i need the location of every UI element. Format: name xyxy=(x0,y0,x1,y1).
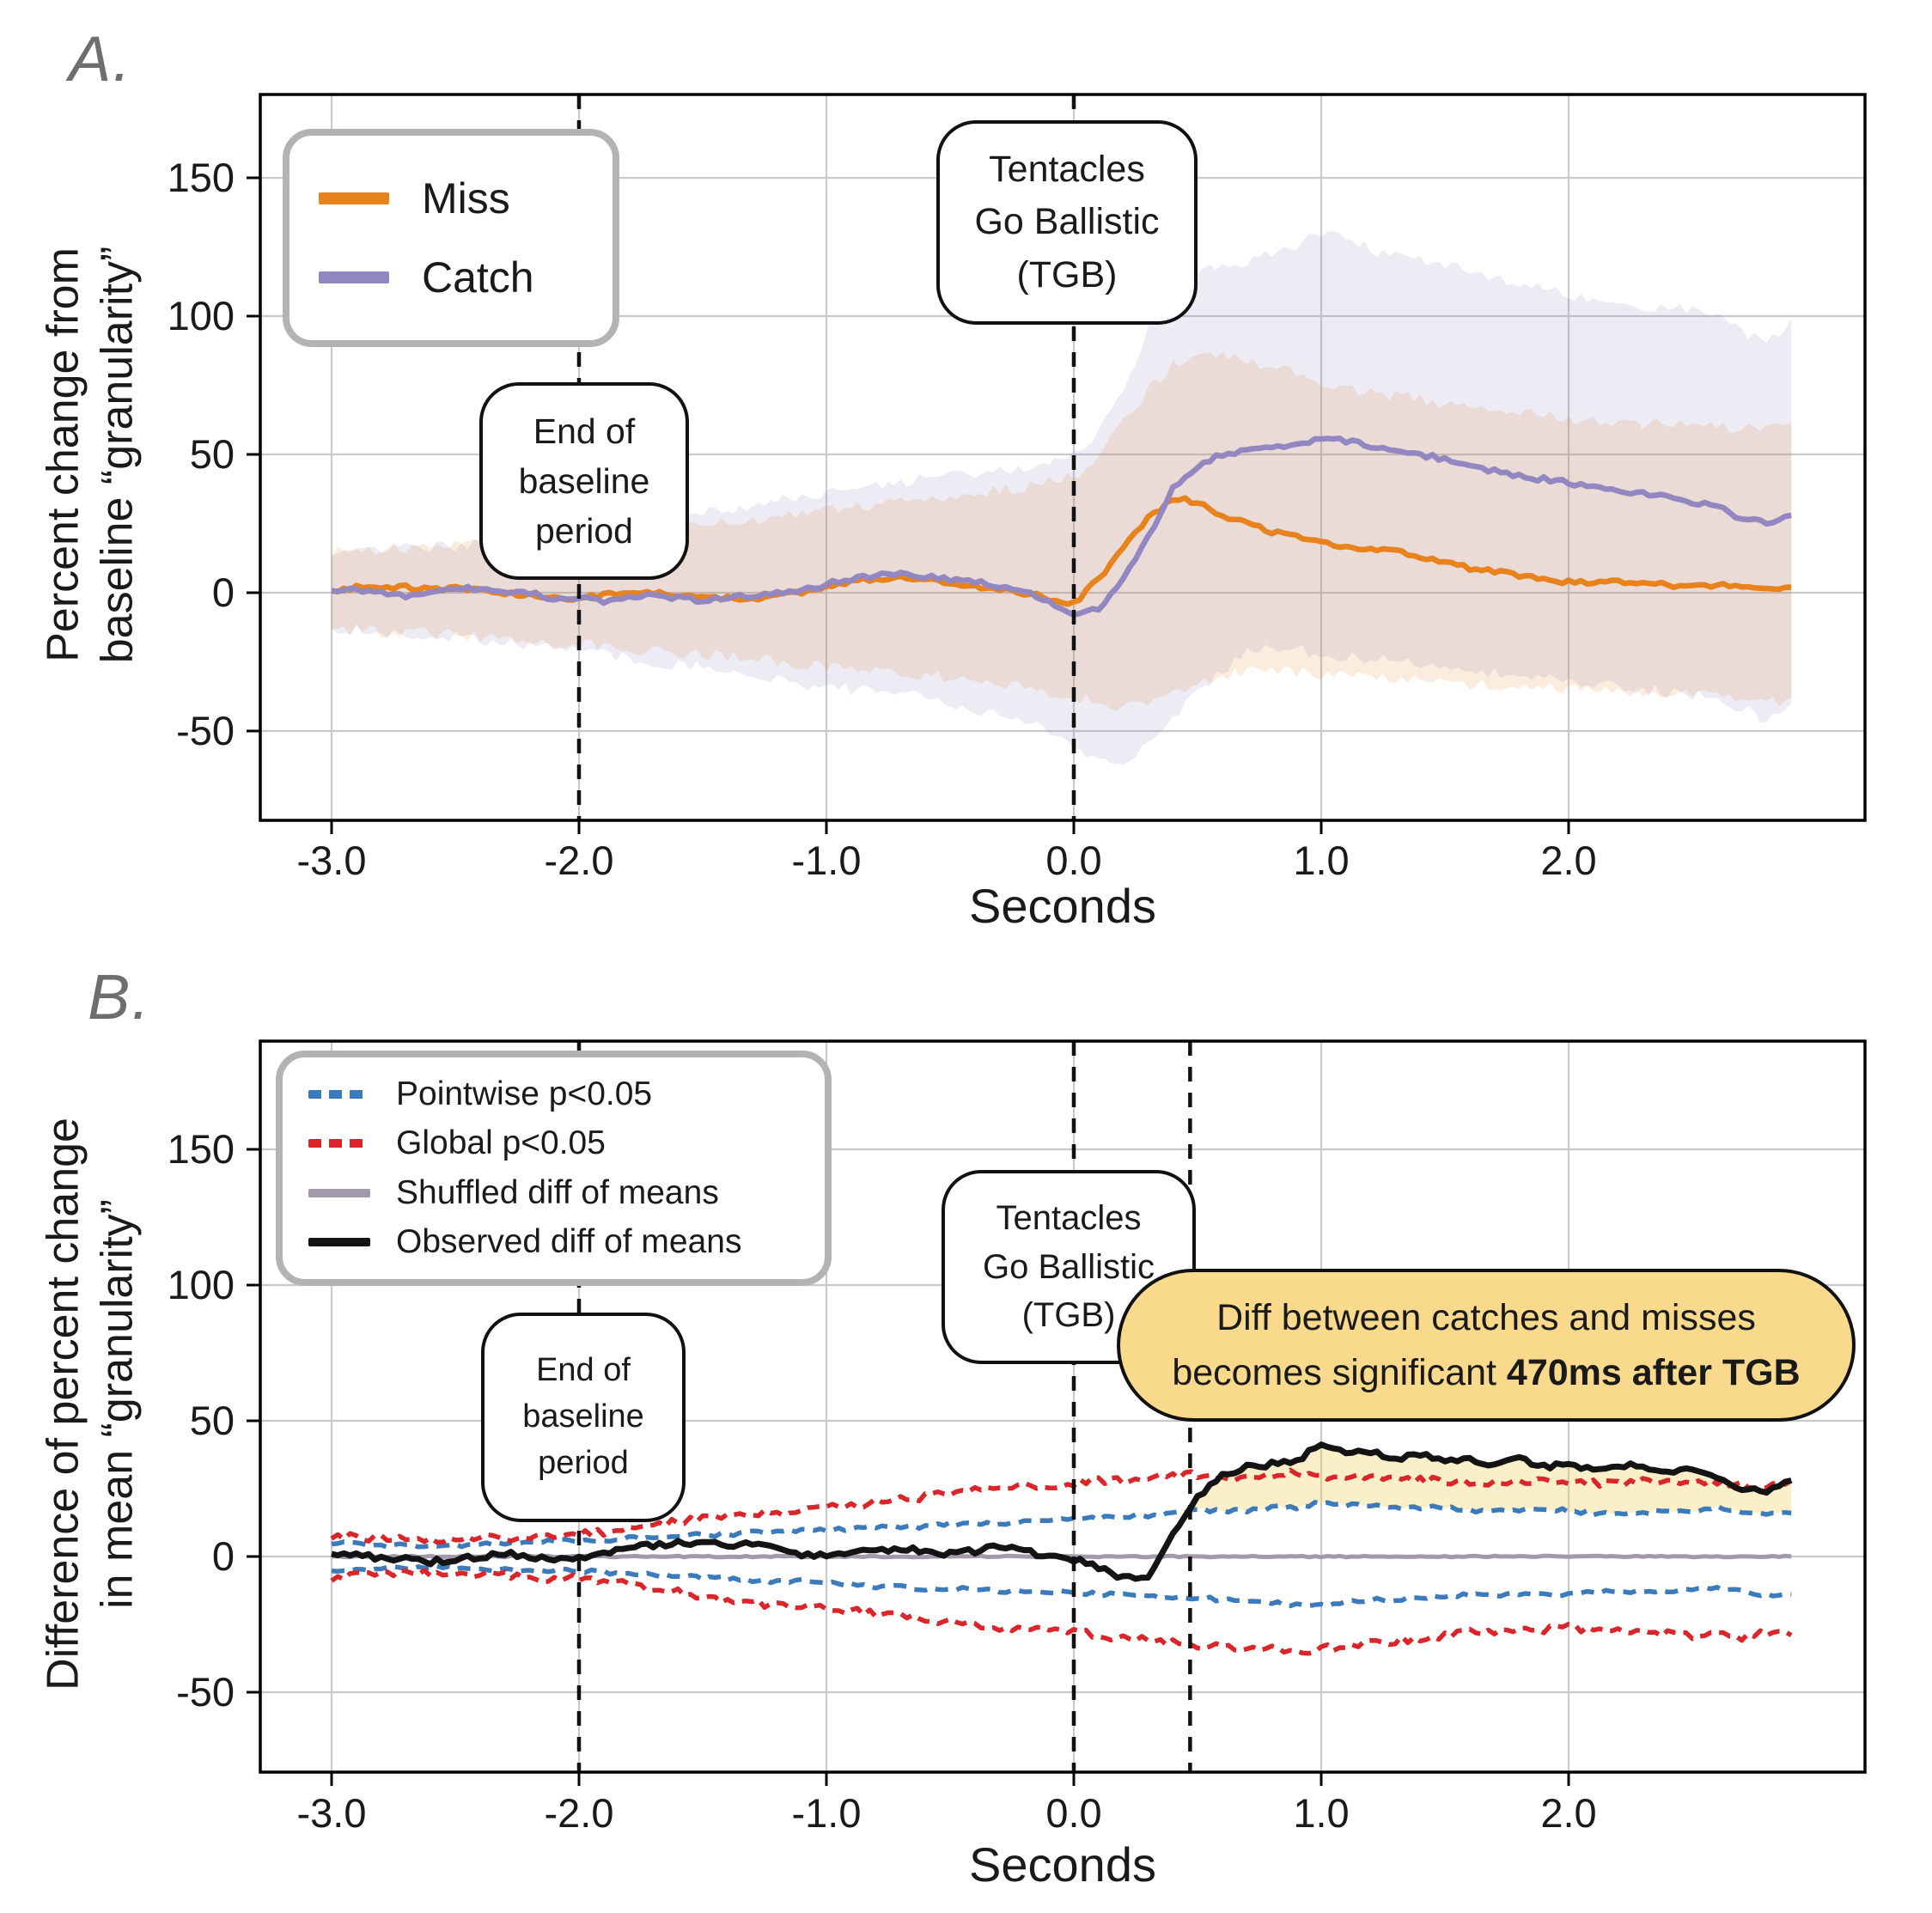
callout-text-bold: 470ms after TGB xyxy=(1506,1352,1801,1393)
shuffled-line-swatch xyxy=(308,1188,370,1197)
legend-label: Global p<0.05 xyxy=(396,1124,606,1162)
x-tick-label: 2.0 xyxy=(1540,1790,1596,1836)
y-tick-label: -50 xyxy=(176,1669,235,1715)
series-catch xyxy=(331,436,1792,618)
panel-a-legend: Miss Catch xyxy=(283,129,619,347)
x-tick-label: 1.0 xyxy=(1293,1790,1349,1836)
pointwise-line-swatch xyxy=(308,1090,370,1100)
x-tick-label: -3.0 xyxy=(297,1790,367,1836)
y-tick-label: 0 xyxy=(212,570,235,615)
catch-line-swatch xyxy=(319,271,389,283)
x-tick-label: -2.0 xyxy=(545,1790,614,1836)
y-tick-label: 150 xyxy=(168,155,235,200)
series-pointwise-upper xyxy=(331,1500,1792,1550)
legend-label: Miss xyxy=(422,174,510,222)
panel-b-plot: -3.0 -2.0 -1.0 0.0 1.0 2.0 -50 0 50 100 150 xyxy=(168,1039,1867,1836)
y-tick-label: 100 xyxy=(168,293,235,338)
miss-line-swatch xyxy=(319,192,389,204)
observed-line-swatch xyxy=(308,1237,370,1246)
legend-item-pointwise: Pointwise p<0.05 xyxy=(308,1075,818,1113)
x-tick-label: -3.0 xyxy=(297,838,367,883)
legend-label: Shuffled diff of means xyxy=(396,1173,719,1211)
y-tick-label: 150 xyxy=(168,1126,235,1172)
y-tick-label: 100 xyxy=(168,1262,235,1307)
series-pointwise-lower xyxy=(331,1563,1792,1609)
panel-a-plot: -3.0 -2.0 -1.0 0.0 1.0 2.0 -50 0 50 100 150 xyxy=(168,93,1867,883)
x-tick-label: 2.0 xyxy=(1540,838,1596,883)
significance-callout: Diff between catches and misses becomes … xyxy=(1117,1269,1856,1422)
x-tick-label: 1.0 xyxy=(1293,838,1349,883)
x-tick-label: -2.0 xyxy=(545,838,614,883)
callout-text-normal: Diff between catches and misses becomes … xyxy=(1172,1296,1756,1394)
global-line-swatch xyxy=(308,1139,370,1148)
legend-item-shuffled: Shuffled diff of means xyxy=(308,1174,818,1212)
legend-label: Observed diff of means xyxy=(396,1222,742,1260)
panel-b-legend: Pointwise p<0.05 Global p<0.05 Shuffled … xyxy=(276,1051,832,1286)
panel-a-tgb-annotation: Tentacles Go Ballistic (TGB) xyxy=(936,120,1198,325)
legend-item-global: Global p<0.05 xyxy=(308,1124,818,1162)
series-global-lower xyxy=(330,1568,1793,1656)
panel-b-tgb-annotation: Tentacles Go Ballistic (TGB) xyxy=(942,1170,1196,1364)
panel-a-label: A. xyxy=(69,23,132,94)
legend-label: Pointwise p<0.05 xyxy=(396,1075,653,1113)
panel-b-xaxis-title: Seconds xyxy=(969,1837,1156,1892)
panel-b-label: B. xyxy=(88,961,151,1033)
x-tick-label: 0.0 xyxy=(1045,838,1101,883)
panel-a-xaxis-title: Seconds xyxy=(969,879,1156,933)
x-tick-label: 0.0 xyxy=(1045,1790,1101,1836)
significance-callout-text: Diff between catches and misses becomes … xyxy=(1172,1290,1800,1401)
y-tick-label: 50 xyxy=(190,431,235,477)
y-tick-label: -50 xyxy=(176,708,235,753)
legend-item-observed: Observed diff of means xyxy=(308,1223,818,1261)
y-tick-label: 0 xyxy=(212,1533,235,1579)
panel-b-end-baseline-annotation: End of baseline period xyxy=(481,1313,686,1522)
legend-item-miss: Miss xyxy=(319,174,604,223)
series-observed-diff-of-means xyxy=(331,1441,1792,1582)
y-tick-label: 50 xyxy=(190,1398,235,1443)
legend-item-catch: Catch xyxy=(319,253,604,302)
legend-label: Catch xyxy=(422,253,534,302)
x-tick-label: -1.0 xyxy=(792,838,862,883)
panel-a-end-baseline-annotation: End of baseline period xyxy=(479,382,689,580)
series-global-upper xyxy=(330,1467,1793,1545)
x-tick-label: -1.0 xyxy=(792,1790,862,1836)
